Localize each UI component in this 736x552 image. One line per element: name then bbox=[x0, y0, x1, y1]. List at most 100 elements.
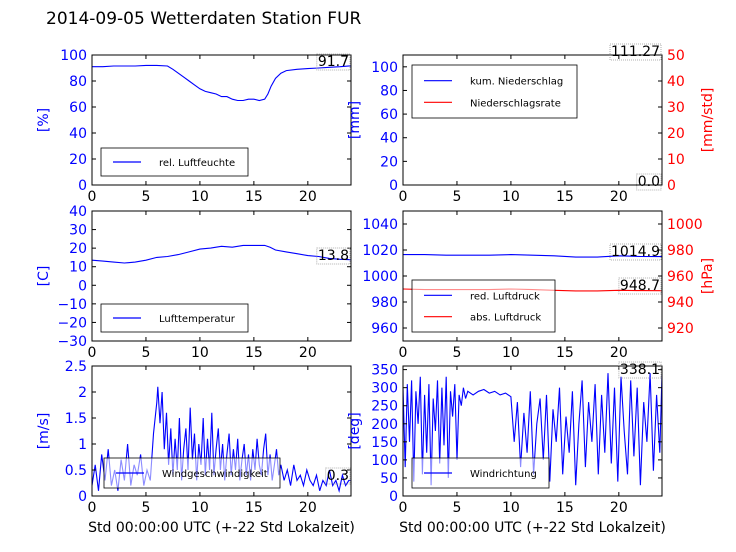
x-tick-label: 20 bbox=[299, 500, 317, 516]
x-tick-label: 15 bbox=[556, 345, 574, 361]
x-tick-label: 10 bbox=[191, 189, 209, 205]
series-line-1 bbox=[92, 245, 351, 263]
y-tick-label: 100 bbox=[371, 453, 398, 469]
y-tick-label: 10 bbox=[69, 260, 87, 276]
y2-tick-label: 50 bbox=[667, 48, 685, 64]
legend-label: Windrichtung bbox=[470, 469, 537, 480]
y2-tick-label: 940 bbox=[667, 295, 694, 311]
y2-axis-label: [hPa] bbox=[700, 258, 716, 294]
x-tick-label: 0 bbox=[88, 500, 97, 516]
x-tick-label: 20 bbox=[610, 500, 628, 516]
value-annotation: 0.0 bbox=[638, 174, 660, 190]
y-tick-label: 0 bbox=[78, 178, 87, 194]
y-axis-label: [%] bbox=[36, 108, 52, 132]
legend-label: red. Luftdruck bbox=[470, 291, 540, 302]
x-tick-label: 5 bbox=[141, 500, 150, 516]
y-axis-label: [deg] bbox=[347, 412, 363, 449]
x-tick-label: 10 bbox=[502, 500, 520, 516]
y-tick-label: 250 bbox=[371, 399, 398, 415]
legend-box bbox=[412, 65, 577, 118]
y-tick-label: 50 bbox=[380, 471, 398, 487]
y-tick-label: 980 bbox=[371, 295, 398, 311]
x-tick-label: 20 bbox=[299, 189, 317, 205]
y-tick-label: 2 bbox=[78, 385, 87, 401]
x-tick-label: 0 bbox=[88, 345, 97, 361]
x-tick-label: 5 bbox=[452, 345, 461, 361]
x-tick-label: 20 bbox=[610, 345, 628, 361]
x-tick-label: 15 bbox=[556, 189, 574, 205]
legend-box bbox=[412, 280, 555, 332]
y-tick-label: −30 bbox=[57, 334, 87, 350]
x-tick-label: 5 bbox=[452, 500, 461, 516]
value-annotation: 13.8 bbox=[318, 248, 349, 264]
x-tick-label: 5 bbox=[452, 189, 461, 205]
x-tick-label: 10 bbox=[502, 345, 520, 361]
chart-wind-direction: 0 5 10 15 20050100150200250300350[deg]Std 00… bbox=[347, 362, 666, 536]
x-tick-label: 5 bbox=[141, 345, 150, 361]
y2-axis-label: [mm/std] bbox=[700, 88, 716, 153]
legend-label: rel. Luftfeuchte bbox=[159, 158, 235, 169]
y2-tick-label: 0 bbox=[667, 178, 676, 194]
value-annotation: 338.1 bbox=[620, 362, 660, 378]
y2-tick-label: 980 bbox=[667, 243, 694, 259]
charts-canvas: 0 5 10 15 20020406080100[%]rel. Luftfeuchte9… bbox=[0, 0, 736, 552]
value-annotation: 111.27 bbox=[611, 44, 660, 60]
y2-tick-label: 30 bbox=[667, 100, 685, 116]
chart-humidity: 0 5 10 15 20020406080100[%]rel. Luftfeuchte9… bbox=[36, 48, 351, 205]
value-annotation: 91.7 bbox=[318, 54, 349, 70]
y-tick-label: 40 bbox=[69, 204, 87, 220]
y-tick-label: 2.5 bbox=[65, 359, 87, 375]
legend-label: Niederschlagsrate bbox=[470, 98, 561, 109]
y2-tick-label: 960 bbox=[667, 269, 694, 285]
x-tick-label: 20 bbox=[610, 189, 628, 205]
x-tick-label: 10 bbox=[191, 500, 209, 516]
y-tick-label: 1040 bbox=[362, 217, 398, 233]
y-tick-label: 60 bbox=[69, 100, 87, 116]
y2-tick-label: 1000 bbox=[667, 217, 703, 233]
x-tick-label: 20 bbox=[299, 345, 317, 361]
x-tick-label: 0 bbox=[88, 189, 97, 205]
y-tick-label: 0.5 bbox=[65, 463, 87, 479]
y2-tick-label: 20 bbox=[667, 126, 685, 142]
y-tick-label: 200 bbox=[371, 417, 398, 433]
y2-tick-label: 10 bbox=[667, 152, 685, 168]
series-line-1 bbox=[92, 65, 351, 100]
y-tick-label: 1.5 bbox=[65, 411, 87, 427]
y-tick-label: 1020 bbox=[362, 243, 398, 259]
value-annotation: 1014.9 bbox=[611, 244, 660, 260]
y-tick-label: 1 bbox=[78, 437, 87, 453]
y2-tick-label: 920 bbox=[667, 321, 694, 337]
legend: Lufttemperatur bbox=[101, 304, 248, 332]
y-tick-label: 0 bbox=[78, 278, 87, 294]
weather-dashboard: 2014-09-05 Wetterdaten Station FUR 0 5 10… bbox=[0, 0, 736, 552]
y-tick-label: 20 bbox=[69, 152, 87, 168]
x-tick-label: 10 bbox=[502, 189, 520, 205]
chart-pressure: 0 5 10 15 20 960 980 1000 1020 1040 920 940 960 980 10… bbox=[362, 211, 716, 361]
y-tick-label: 0 bbox=[389, 489, 398, 505]
y-tick-label: 20 bbox=[69, 241, 87, 257]
x-axis-label: Std 00:00:00 UTC (+-22 Std Lokalzeit) bbox=[88, 520, 355, 536]
y-tick-label: −10 bbox=[57, 297, 87, 313]
value-annotation: 0.3 bbox=[327, 468, 349, 484]
legend-label: abs. Luftdruck bbox=[470, 313, 541, 324]
y-tick-label: 150 bbox=[371, 435, 398, 451]
legend: rel. Luftfeuchte bbox=[101, 148, 248, 176]
y-tick-label: 100 bbox=[60, 48, 87, 64]
legend: red. Luftdruck abs. Luftdruck bbox=[412, 280, 555, 332]
y-tick-label: 1000 bbox=[362, 269, 398, 285]
chart-precipitation: 0 5 10 15 2002040608010001020304050[mm] [mm/s… bbox=[347, 44, 716, 205]
chart-temperature: 0 5 10 15 20 −30 −20 −10 0 10 20 30 40 [C] Lufttempera… bbox=[36, 204, 351, 361]
legend-label: Windgeschwindigkeit bbox=[162, 469, 268, 480]
x-tick-label: 15 bbox=[556, 500, 574, 516]
y-tick-label: 0 bbox=[389, 178, 398, 194]
y-tick-label: 80 bbox=[69, 74, 87, 90]
y-tick-label: 40 bbox=[69, 126, 87, 142]
y-tick-label: 300 bbox=[371, 381, 398, 397]
x-tick-label: 0 bbox=[399, 345, 408, 361]
legend-label: kum. Niederschlag bbox=[470, 77, 563, 88]
x-axis-label: Std 00:00:00 UTC (+-22 Std Lokalzeit) bbox=[399, 520, 666, 536]
legend: kum. Niederschlag Niederschlagsrate bbox=[412, 65, 577, 118]
x-tick-label: 0 bbox=[399, 500, 408, 516]
x-tick-label: 15 bbox=[245, 345, 263, 361]
y2-tick-label: 40 bbox=[667, 74, 685, 90]
